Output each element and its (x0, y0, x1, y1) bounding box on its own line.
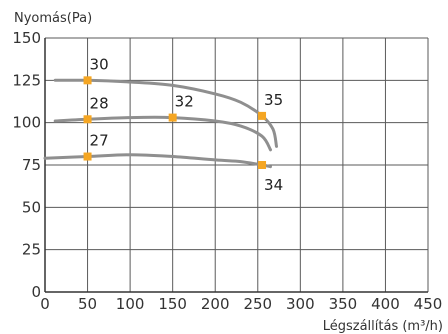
x-tick-label: 350 (329, 295, 358, 313)
curves (43, 78, 278, 169)
y-tick-label: 100 (12, 114, 41, 132)
x-tick-label: 0 (40, 295, 50, 313)
data-point (83, 76, 92, 85)
x-tick-label: 250 (243, 295, 272, 313)
x-tick-label: 50 (78, 295, 97, 313)
data-label: 32 (175, 93, 194, 111)
data-point (83, 115, 92, 124)
y-tick-label: 0 (31, 283, 41, 301)
x-tick-label: 200 (201, 295, 230, 313)
x-tick-label: 150 (158, 295, 187, 313)
data-point (168, 113, 177, 122)
y-tick-label: 50 (22, 198, 41, 216)
x-tick-label: 100 (116, 295, 145, 313)
x-tick-label: 400 (371, 295, 400, 313)
curve-1 (53, 78, 278, 148)
data-point (258, 161, 267, 169)
data-label: 27 (90, 132, 109, 150)
data-label: 35 (264, 91, 283, 109)
tick-labels: 0 25 50 75 100 125 150 0 50 100 150 200 250 300 350 400… (12, 29, 442, 313)
data-point (258, 111, 267, 120)
grid (45, 37, 429, 292)
x-tick-label: 450 (414, 295, 443, 313)
markers: 30 35 28 32 27 34 (83, 55, 283, 194)
y-axis-title: Nyomás(Pa) (14, 11, 92, 26)
x-tick-label: 300 (286, 295, 315, 313)
y-tick-label: 150 (12, 29, 41, 47)
data-label: 28 (90, 94, 109, 112)
x-axis-title: Légszállítás (m³/h) (323, 319, 443, 334)
y-tick-label: 125 (12, 71, 41, 89)
data-label: 30 (90, 55, 109, 73)
y-tick-label: 75 (22, 156, 41, 174)
data-label: 34 (264, 176, 283, 194)
data-point (83, 152, 92, 161)
y-tick-label: 25 (22, 241, 41, 259)
axes (44, 38, 428, 293)
